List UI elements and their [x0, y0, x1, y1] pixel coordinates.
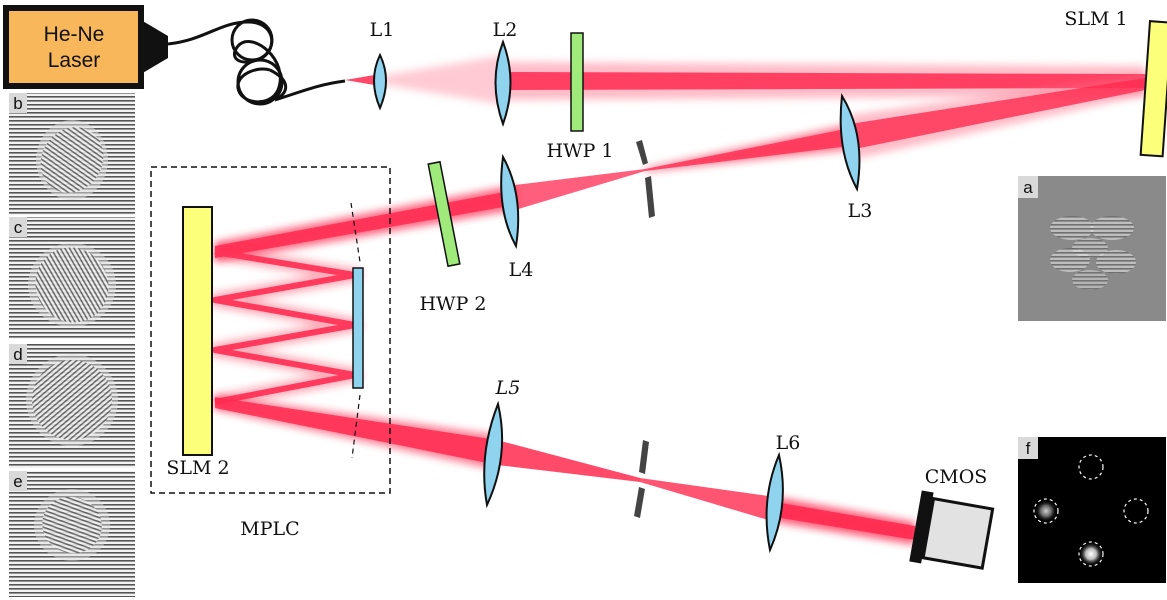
label-slm2: SLM 2 [166, 457, 229, 479]
output-spot-left [1035, 500, 1057, 522]
beam-segment-expanding [380, 55, 505, 105]
laser-coupler [141, 20, 168, 74]
label-mplc: MPLC [240, 518, 299, 540]
label-l4: L4 [509, 259, 534, 281]
label-l3: L3 [848, 200, 873, 222]
panel-d-hologram: d [9, 344, 135, 468]
beam-segment-iris-to-l6 [640, 478, 775, 522]
mode-lobes [1050, 216, 1136, 290]
lens-l1 [373, 52, 387, 111]
panel-f-letter: f [1026, 439, 1031, 458]
lens-l2 [494, 39, 512, 127]
slm-2 [182, 206, 213, 456]
panel-a-mode-image: a [1018, 176, 1166, 321]
lens-l4 [500, 153, 520, 250]
panel-d-letter: d [13, 345, 22, 364]
iris-2 [634, 440, 649, 518]
label-l5: L5 [495, 377, 521, 399]
iris-1 [636, 140, 655, 218]
label-l1: L1 [370, 19, 395, 41]
panel-b-letter: b [13, 94, 22, 113]
slm-1 [1139, 20, 1167, 158]
label-hwp2: HWP 2 [419, 293, 486, 315]
label-l2: L2 [493, 19, 518, 41]
target-circle-right [1123, 498, 1149, 524]
label-hwp1: HWP 1 [546, 140, 613, 162]
laser-label-line2: Laser [48, 49, 101, 72]
target-circle-top [1078, 454, 1104, 480]
laser-label-line1: He-Ne [44, 23, 105, 46]
panel-c-letter: c [14, 218, 23, 237]
cmos-camera [909, 490, 995, 570]
label-l6: L6 [776, 432, 801, 454]
lens-l6 [765, 451, 784, 554]
panel-e-letter: e [13, 472, 22, 491]
optical-fiber [167, 18, 346, 106]
half-wave-plate-1 [570, 32, 584, 132]
lens-l5 [483, 400, 504, 509]
output-spot-bottom [1079, 542, 1103, 566]
panel-f-output-image: f [1018, 437, 1166, 583]
mplc-box [150, 166, 391, 494]
lens-l3 [839, 92, 861, 193]
panel-e-hologram: e [9, 471, 135, 597]
mplc-mirror-dashes [350, 202, 361, 459]
laser-body [3, 5, 144, 89]
beam-segment-iris-to-l4 [515, 169, 645, 210]
half-wave-plate-2 [427, 160, 461, 268]
mplc-mirror [352, 267, 364, 389]
beam-segment-l5-to-iris [497, 440, 640, 482]
beam-segment-source [345, 74, 380, 86]
target-circle-left [1033, 498, 1059, 524]
panel-c-hologram: c [9, 217, 135, 339]
panel-b-hologram: b [9, 93, 135, 215]
panel-a-letter: a [1023, 178, 1033, 197]
label-slm1: SLM 1 [1064, 8, 1127, 30]
he-ne-laser: He-Ne Laser [3, 5, 168, 89]
label-cmos: CMOS [925, 466, 988, 488]
